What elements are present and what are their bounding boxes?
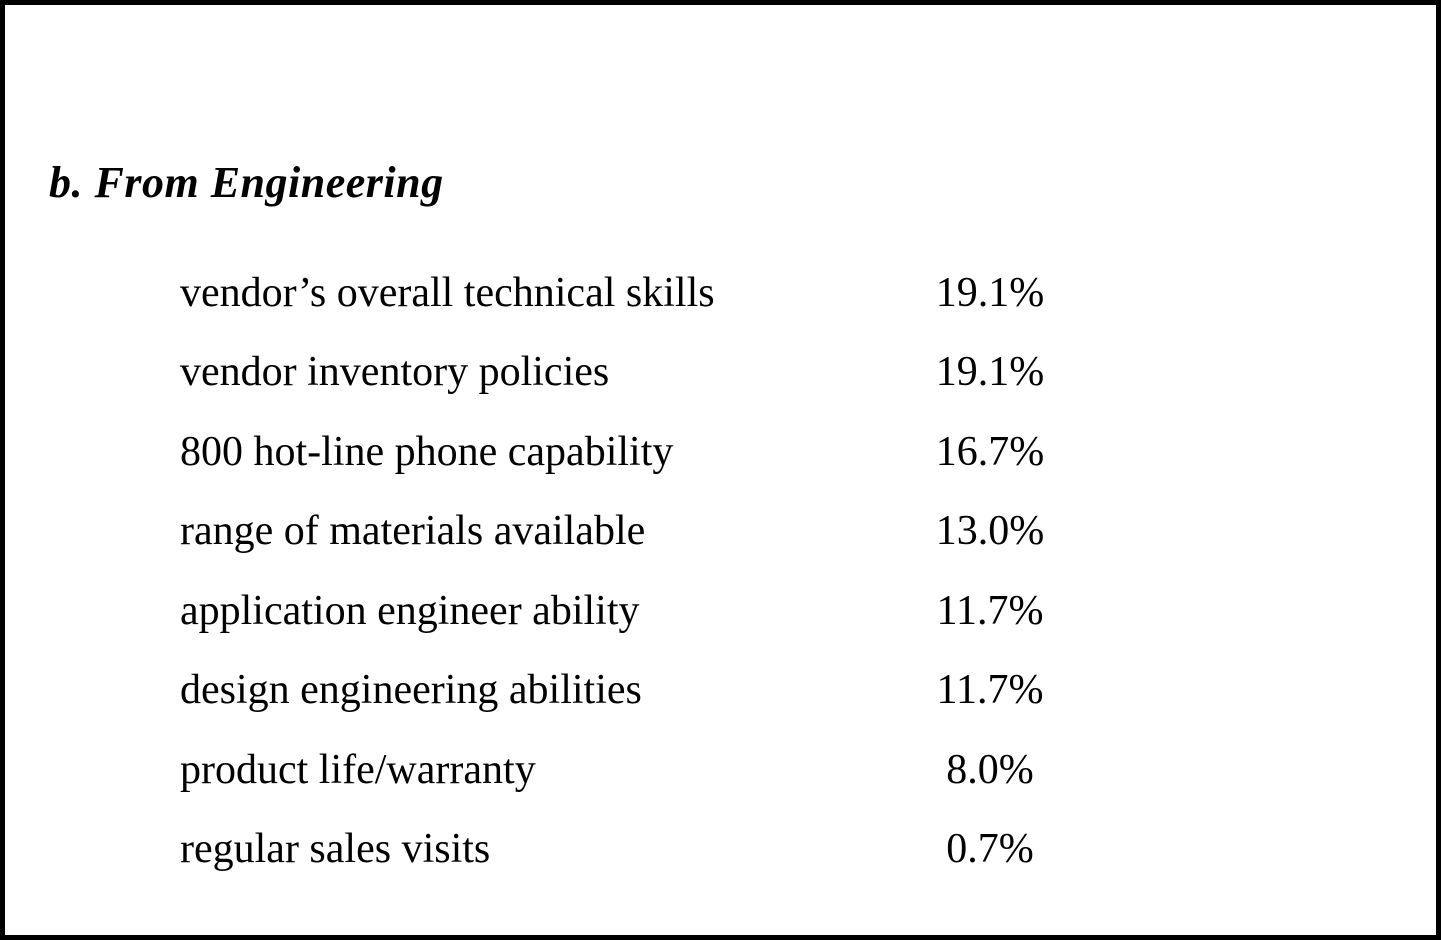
criterion-label: vendor inventory policies [180,349,610,396]
criterion-label: product life/warranty [180,746,536,793]
criteria-table: vendor’s overall technical skills 19.1% … [5,253,1436,889]
criterion-label: range of materials available [180,508,646,555]
criterion-percentage: 13.0% [935,508,1045,555]
table-row: regular sales visits 0.7% [5,810,1436,890]
criterion-label: vendor’s overall technical skills [180,269,715,316]
criterion-percentage: 11.7% [936,667,1044,714]
criterion-percentage: 0.7% [946,826,1034,873]
criterion-label: design engineering abilities [180,667,642,714]
table-row: range of materials available 13.0% [5,492,1436,572]
table-row: product life/warranty 8.0% [5,730,1436,810]
criterion-label: 800 hot-line phone capability [180,428,674,475]
criterion-percentage: 11.7% [936,587,1044,634]
table-row: vendor inventory policies 19.1% [5,333,1436,413]
criterion-percentage: 8.0% [946,746,1034,793]
table-row: application engineer ability 11.7% [5,571,1436,651]
criterion-percentage: 19.1% [935,269,1045,316]
criterion-percentage: 19.1% [935,349,1045,396]
criterion-label: regular sales visits [180,826,491,873]
table-row: 800 hot-line phone capability 16.7% [5,412,1436,492]
table-row: vendor’s overall technical skills 19.1% [5,253,1436,333]
criterion-percentage: 16.7% [935,428,1045,475]
section-heading: b. From Engineering [49,158,444,207]
criterion-label: application engineer ability [180,587,640,634]
table-row: design engineering abilities 11.7% [5,651,1436,731]
